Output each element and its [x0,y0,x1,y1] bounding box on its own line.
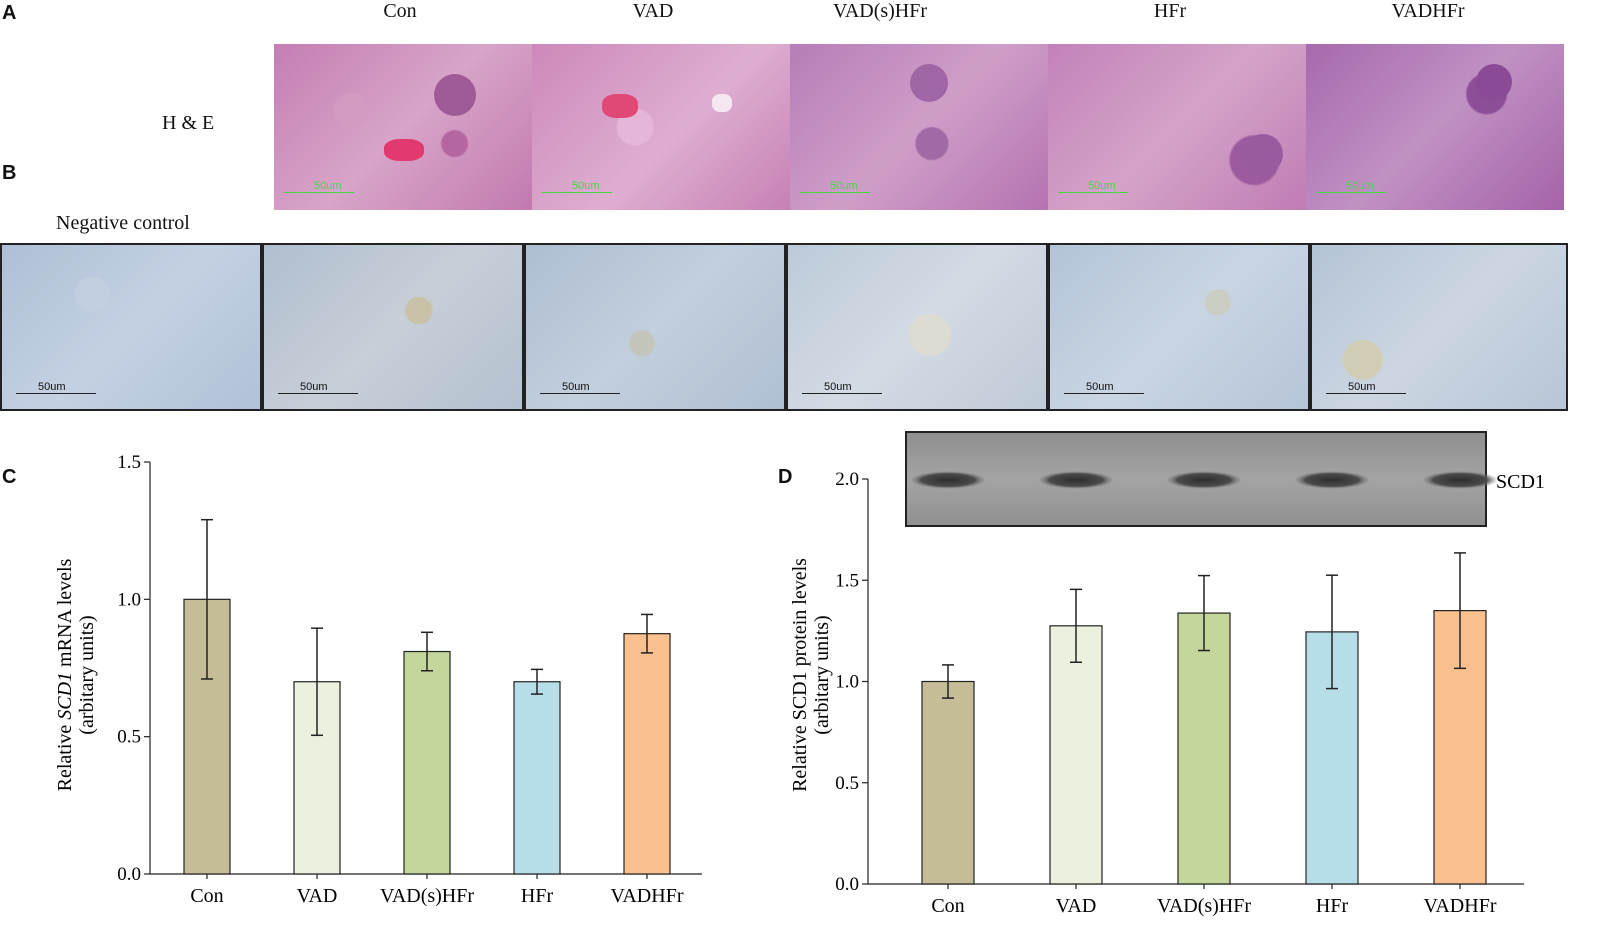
chart-d-ylabel: Relative SCD1 protein levels [790,558,811,792]
column-header-vad-s-hfr: VAD(s)HFr [832,0,928,22]
chart-d-plot: 0.0 0.5 1.0 1.5 2.0 Con VAD VAD(s)HFr HFr VADHFr [835,469,1524,917]
scale-bar [16,393,96,394]
scale-label: 50um [572,180,600,192]
bar-vadhfr [623,633,671,875]
ihc-micrograph-con: 50um [262,243,524,411]
scale-bar [1058,192,1128,193]
chart-d-y-axis-label: Relative SCD1 protein levels (arbitary u… [790,558,833,792]
y-tick-label: 0.5 [835,773,859,794]
scale-bar [278,393,358,394]
scale-label: 50um [562,381,590,393]
scale-label: 50um [1088,180,1116,192]
scale-label: 50um [1346,180,1374,192]
bar-vad-s-hfr [403,650,451,875]
bar-con [921,680,975,885]
western-blot [905,431,1498,527]
scale-bar [802,393,882,394]
scale-label: 50um [1086,381,1114,393]
y-tick-label: 1.0 [835,672,859,693]
y-tick-label: 0.5 [117,727,141,748]
y-tick-label: 0.0 [117,864,141,885]
blot-protein-label: SCD1 [1496,471,1545,493]
scale-label: 50um [314,180,342,192]
chart-c-ylabel-units: (arbitary units) [76,615,98,734]
he-micrograph-con: 50um [274,44,532,210]
x-tick-label: VADHFr [611,885,684,907]
scale-bar [800,192,870,193]
he-micrograph-hfr: 50um [1048,44,1306,210]
bar-hfr [513,681,561,875]
x-tick-label: VADHFr [1424,895,1497,917]
chart-c-ylabel-suffix: mRNA levels [54,558,76,672]
y-tick-label: 1.5 [835,570,859,591]
blot-band-con [910,471,986,489]
he-blood-vessel [602,94,638,118]
scale-bar [1064,393,1144,394]
blot-band-vadhfr [1422,471,1498,489]
column-header-vadhfr: VADHFr [1391,0,1465,22]
scale-label: 50um [830,180,858,192]
ihc-micrograph-vadhfr: 50um [1310,243,1568,411]
scale-bar [540,393,620,394]
panel-d-letter: D [778,466,793,488]
he-glomerulus [1243,134,1283,174]
chart-c: Relative SCD1 mRNA levels (arbitary unit… [54,452,702,907]
he-glomerulus [910,64,948,102]
scale-bar [284,192,354,193]
he-micrograph-vadhfr: 50um [1306,44,1564,210]
scale-label: 50um [1348,381,1376,393]
ihc-micrograph-vad: 50um [524,243,786,411]
column-header-hfr: HFr [1153,0,1187,22]
he-glomerulus [434,74,476,116]
x-tick-label: VAD [297,885,338,907]
scale-label: 50um [300,381,328,393]
blot-band-hfr [1294,471,1370,489]
blot-band-vad [1038,471,1114,489]
column-header-vad: VAD [632,0,674,22]
scale-bar [1326,393,1406,394]
y-tick-label: 1.0 [117,589,141,610]
he-micrograph-vad: 50um [532,44,790,210]
scale-label: 50um [824,381,852,393]
blot-band-vad-s-hfr [1166,471,1242,489]
y-tick-label: 2.0 [835,469,859,490]
panel-b-letter: B [2,162,17,184]
chart-d-ylabel-units: (arbitary units) [811,615,833,734]
chart-c-ylabel-prefix: Relative [54,720,76,792]
scale-bar [542,192,612,193]
negative-control-label: Negative control [56,212,190,234]
bar-vad-s-hfr [1177,612,1231,885]
y-tick-label: 1.5 [117,452,141,473]
y-tick-label: 0.0 [835,874,859,895]
he-glomerulus [1476,64,1512,100]
column-header-con: Con [383,0,417,22]
x-tick-label: HFr [1316,895,1349,917]
ihc-micrograph-negative-control: 50um [0,243,262,411]
x-tick-label: VAD(s)HFr [380,885,474,907]
scale-bar [1316,192,1386,193]
svg-text:Relative SCD1 mRNA levels: Relative SCD1 mRNA levels [54,558,76,791]
x-tick-label: VAD(s)HFr [1157,895,1251,917]
chart-c-plot: 0.0 0.5 1.0 1.5 Con VAD VAD(s)HFr HFr VADHFr [117,452,702,907]
x-tick-label: HFr [521,885,554,907]
he-row-label: H & E [162,112,215,134]
panel-c-letter: C [2,466,17,488]
he-lumen [712,94,732,112]
chart-d: Relative SCD1 protein levels (arbitary u… [790,431,1545,917]
chart-c-y-axis-label: Relative SCD1 mRNA levels (arbitary unit… [54,558,98,791]
chart-c-ylabel-gene: SCD1 [54,672,76,720]
bar-vad [1049,625,1103,885]
x-tick-label: Con [931,895,964,917]
he-micrograph-vad-s-hfr: 50um [790,44,1048,210]
panel-a-letter: A [2,2,17,24]
x-tick-label: Con [190,885,223,907]
he-blood-vessel [384,139,424,161]
scale-label: 50um [38,381,66,393]
x-tick-label: VAD [1056,895,1097,917]
ihc-micrograph-vad-s-hfr: 50um [786,243,1048,411]
ihc-micrograph-hfr: 50um [1048,243,1310,411]
